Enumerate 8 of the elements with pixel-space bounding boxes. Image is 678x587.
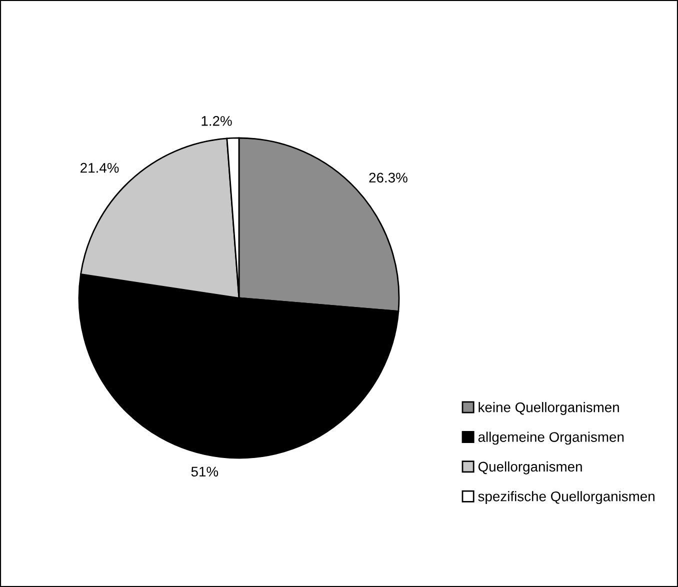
data-label: 26.3% bbox=[369, 172, 408, 183]
legend-label: Quellorganismen bbox=[478, 461, 582, 474]
data-label: 51% bbox=[191, 466, 218, 477]
legend-label: allgemeine Organismen bbox=[478, 432, 624, 445]
legend-label: keine Quellorganismen bbox=[478, 402, 619, 415]
data-label: 1.2% bbox=[202, 116, 232, 126]
data-label: 21.4% bbox=[80, 162, 119, 173]
legend-label: spezifische Quellorganismen bbox=[478, 491, 654, 504]
